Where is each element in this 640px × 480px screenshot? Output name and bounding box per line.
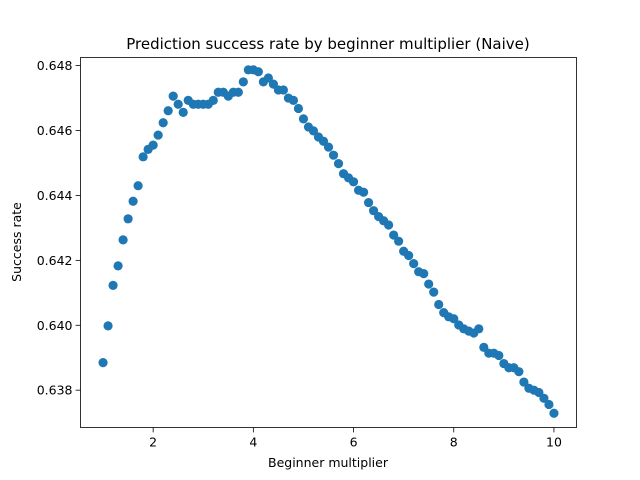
data-point bbox=[178, 107, 188, 117]
data-point bbox=[293, 103, 304, 114]
x-tick-label: 8 bbox=[450, 435, 458, 450]
x-tick-label: 4 bbox=[249, 435, 257, 450]
data-point bbox=[98, 357, 108, 368]
data-point bbox=[549, 408, 559, 418]
data-point bbox=[123, 214, 133, 224]
y-tick-label: 0.638 bbox=[37, 383, 73, 398]
data-point bbox=[539, 393, 549, 403]
data-point bbox=[384, 220, 394, 230]
data-point bbox=[133, 181, 143, 191]
data-point bbox=[474, 324, 484, 334]
data-point bbox=[113, 261, 123, 271]
data-point bbox=[138, 152, 148, 162]
x-tick-label: 10 bbox=[546, 435, 562, 450]
data-point bbox=[103, 321, 113, 331]
y-tick-label: 0.642 bbox=[37, 253, 73, 268]
data-point bbox=[128, 196, 138, 206]
data-point bbox=[404, 250, 414, 261]
data-point bbox=[409, 259, 419, 269]
data-point bbox=[333, 159, 344, 169]
data-point bbox=[494, 350, 504, 361]
data-point bbox=[158, 118, 168, 128]
data-point bbox=[389, 230, 399, 240]
data-point bbox=[328, 150, 339, 160]
chart-title: Prediction success rate by beginner mult… bbox=[126, 35, 530, 53]
data-point bbox=[449, 314, 459, 324]
y-axis: 0.638 0.640 0.642 0.644 0.646 0.648 bbox=[37, 58, 81, 398]
data-point bbox=[358, 187, 369, 197]
data-point bbox=[153, 130, 163, 140]
y-tick-label: 0.648 bbox=[37, 58, 73, 73]
data-point bbox=[108, 280, 118, 290]
data-point bbox=[278, 85, 289, 95]
data-point bbox=[429, 287, 439, 297]
y-tick-label: 0.640 bbox=[37, 318, 73, 333]
x-tick-label: 6 bbox=[350, 435, 358, 450]
data-point bbox=[208, 95, 218, 105]
data-point bbox=[544, 399, 554, 410]
data-point bbox=[424, 279, 434, 289]
data-point bbox=[514, 367, 524, 377]
data-point bbox=[168, 91, 178, 101]
plot-area-frame bbox=[80, 57, 577, 428]
data-point bbox=[233, 87, 243, 97]
data-point bbox=[238, 77, 248, 87]
y-tick-label: 0.646 bbox=[37, 123, 73, 138]
data-point bbox=[298, 114, 309, 124]
data-point bbox=[288, 95, 299, 105]
data-point bbox=[323, 142, 334, 152]
y-tick-label: 0.644 bbox=[37, 188, 73, 203]
data-point bbox=[118, 235, 128, 245]
data-point bbox=[419, 269, 429, 279]
data-point bbox=[148, 140, 158, 150]
data-points bbox=[98, 65, 559, 418]
data-point bbox=[163, 106, 173, 116]
data-point bbox=[434, 299, 444, 310]
x-tick-label: 2 bbox=[149, 435, 157, 450]
data-point bbox=[173, 99, 183, 109]
data-point bbox=[263, 73, 273, 83]
data-point bbox=[519, 377, 529, 387]
data-point bbox=[253, 67, 263, 77]
data-point bbox=[308, 126, 319, 136]
x-axis-label: Beginner multiplier bbox=[268, 455, 389, 470]
x-axis: 2 4 6 8 10 bbox=[149, 427, 562, 450]
data-point bbox=[348, 177, 359, 187]
data-point bbox=[394, 236, 404, 246]
y-axis-label: Success rate bbox=[9, 202, 24, 282]
data-point bbox=[363, 197, 374, 208]
